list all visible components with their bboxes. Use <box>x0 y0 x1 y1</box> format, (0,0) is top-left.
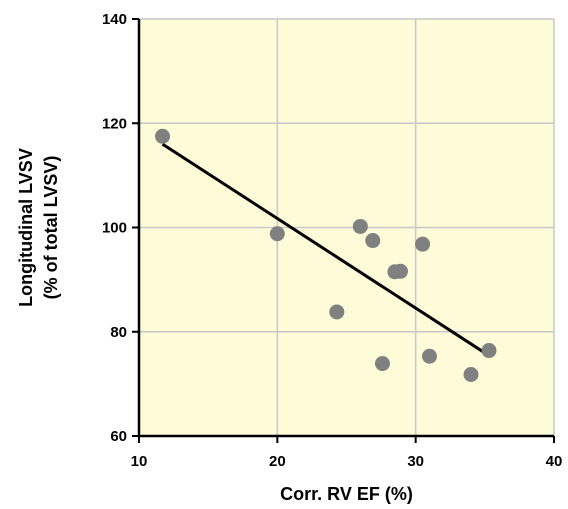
data-point <box>374 356 390 372</box>
x-tick-label: 40 <box>546 453 563 470</box>
data-point <box>392 263 408 279</box>
x-tick-label: 30 <box>407 453 424 470</box>
y-axis-label-line-1: Longitudinal LVSV <box>16 148 36 307</box>
y-axis-label-line-2: (% of total LVSV) <box>41 156 61 300</box>
data-point <box>329 304 345 320</box>
x-tick-label: 10 <box>131 453 148 470</box>
data-point <box>422 348 437 364</box>
ticks: 10 20 30 40 60 80 100 120 140 <box>102 11 562 470</box>
data-points <box>155 128 497 382</box>
trendline <box>161 142 489 356</box>
data-point <box>269 226 285 242</box>
data-point <box>415 236 431 252</box>
y-tick-label: 80 <box>110 324 127 341</box>
trendline-group <box>161 142 489 356</box>
data-point <box>481 343 497 359</box>
data-point <box>463 366 479 382</box>
data-point <box>352 218 368 234</box>
data-point <box>365 233 381 249</box>
y-tick-label: 120 <box>102 115 127 132</box>
y-tick-label: 100 <box>102 220 127 237</box>
data-point <box>155 128 171 144</box>
y-tick-label: 140 <box>102 11 127 28</box>
x-axis-label: Corr. RV EF (%) <box>280 484 413 504</box>
x-tick-label: 20 <box>269 453 286 470</box>
grid-lines <box>139 18 555 436</box>
y-tick-label: 60 <box>110 428 127 445</box>
